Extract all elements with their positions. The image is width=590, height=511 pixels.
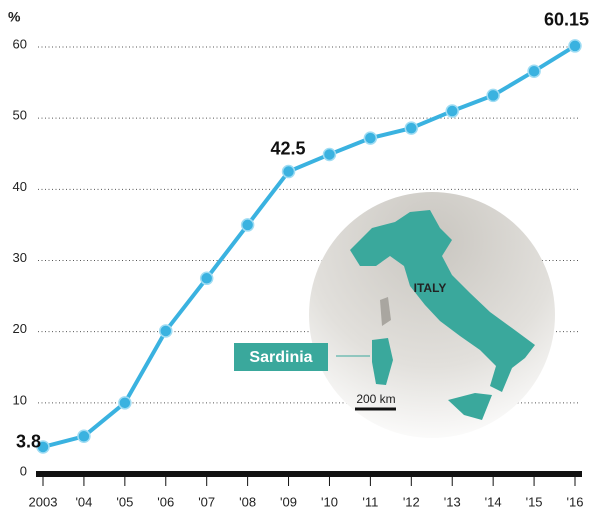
point: [527, 64, 541, 78]
map: Sardinia ITALY 200 km: [234, 192, 555, 438]
sicily: [448, 393, 492, 420]
x-tick-label: '16: [567, 494, 584, 509]
corsica: [380, 297, 391, 326]
y-tick-label: 0: [20, 463, 27, 478]
x-tick-label: '04: [75, 494, 92, 509]
x-tick-label: '12: [403, 494, 420, 509]
point: [118, 396, 132, 410]
y-tick-label: 30: [13, 250, 27, 265]
y-axis-label: %: [8, 9, 21, 25]
point: [322, 147, 337, 162]
point: [568, 39, 582, 53]
x-tick-label: '13: [444, 494, 461, 509]
value-label: 60.15: [544, 10, 589, 30]
y-tick-label: 40: [13, 179, 27, 194]
country-label: ITALY: [414, 281, 447, 295]
point: [77, 429, 91, 444]
point: [281, 164, 296, 179]
x-tick-label: '15: [526, 494, 543, 509]
point: [486, 88, 500, 103]
point: [404, 121, 419, 135]
point: [36, 440, 50, 454]
x-tick-label: '14: [485, 494, 502, 509]
italy: [350, 210, 535, 392]
y-tick-label: 50: [13, 108, 27, 123]
x-tick-label: '08: [239, 494, 256, 509]
marks: 0 10 20 30 40 50 60 2003 '04 '05 '06 '07 '08 '09 '10 '1…: [13, 10, 589, 510]
x-tick-label: '10: [321, 494, 338, 509]
point: [159, 324, 173, 338]
x-tick-label: '11: [362, 494, 378, 509]
x-tick-label: 2003: [29, 494, 58, 509]
x-tick-label: '06: [157, 494, 174, 509]
point: [363, 131, 378, 145]
sardinia: [372, 338, 393, 385]
point: [445, 104, 459, 118]
line: [42, 44, 577, 449]
y-tick-label: 60: [13, 36, 27, 51]
y-tick-label: 20: [13, 321, 27, 336]
point: [240, 218, 255, 232]
x-tick-label: '05: [116, 494, 133, 509]
island-label: Sardinia: [249, 349, 312, 366]
label-box: [234, 343, 328, 371]
value-label: 42.5: [271, 138, 306, 158]
value-label: 3.8: [16, 432, 41, 452]
point: [199, 271, 214, 286]
scale-label: 200 km: [356, 392, 395, 406]
x-tick-label: '09: [280, 494, 297, 509]
x-tick-label: '07: [198, 494, 215, 509]
y-tick-label: 10: [13, 392, 27, 407]
